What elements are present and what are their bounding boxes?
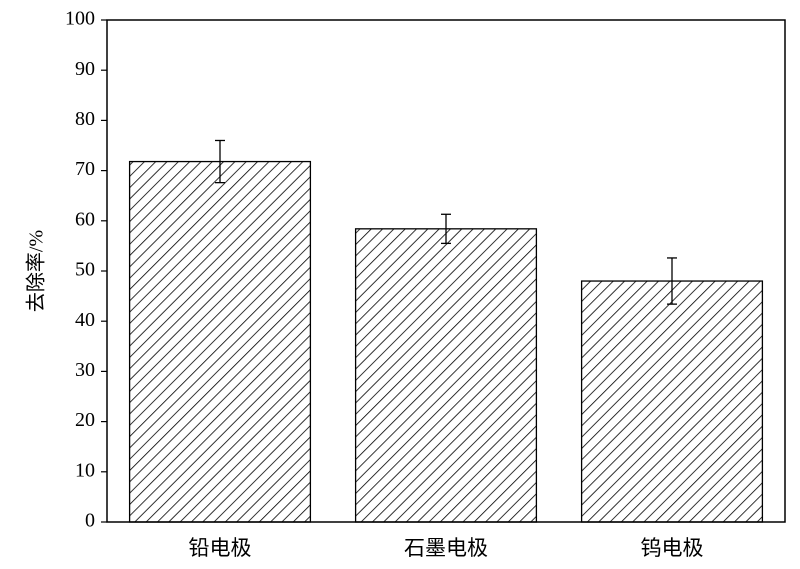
y-tick-label: 90 — [75, 58, 95, 80]
error-bar — [441, 213, 451, 245]
y-axis-label: 去除率/% — [25, 230, 48, 312]
y-tick-label: 60 — [75, 208, 95, 230]
plot-frame — [106, 19, 786, 523]
error-bar — [667, 257, 677, 305]
x-tick-label: 铅电极 — [189, 536, 252, 560]
bar — [354, 228, 538, 523]
y-tick-label: 30 — [75, 359, 95, 381]
y-tick-label: 20 — [75, 409, 95, 431]
y-tick-label: 80 — [75, 108, 95, 130]
bar — [580, 280, 764, 523]
y-tick-label: 10 — [75, 459, 95, 481]
y-tick-label: 100 — [65, 8, 95, 30]
y-tick-label: 40 — [75, 309, 95, 331]
x-tick-label: 钨电极 — [641, 536, 704, 560]
y-tick-label: 0 — [85, 510, 95, 532]
error-bar — [215, 139, 225, 184]
x-tick-label: 石墨电极 — [404, 536, 488, 560]
y-tick-label: 70 — [75, 158, 95, 180]
bar — [128, 160, 312, 523]
y-tick-label: 50 — [75, 259, 95, 281]
